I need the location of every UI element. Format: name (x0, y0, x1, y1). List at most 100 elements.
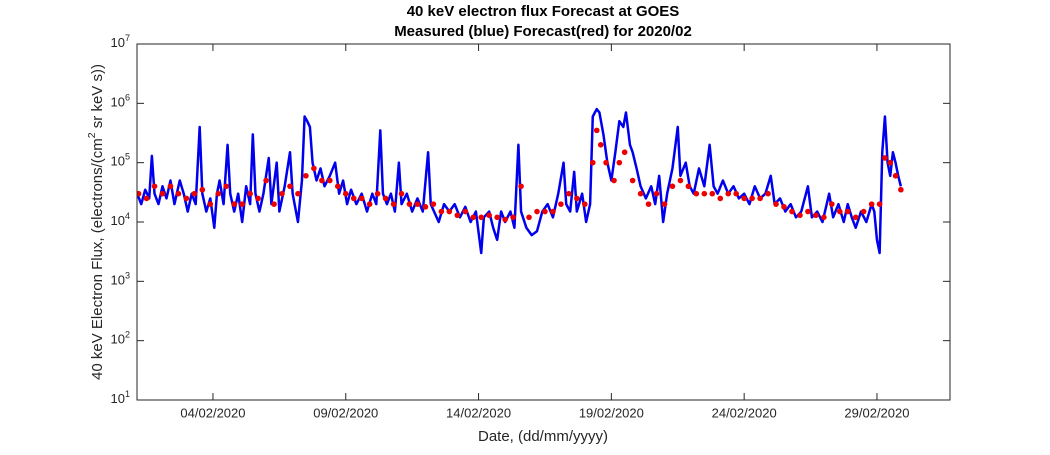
forecast-point (593, 127, 600, 134)
y-tick-label: 103 (110, 271, 130, 288)
forecast-point (765, 190, 771, 197)
forecast-point (725, 190, 732, 197)
forecast-point (374, 190, 381, 197)
forecast-point (860, 208, 867, 215)
y-tick-label: 107 (110, 33, 130, 50)
forecast-point (470, 214, 477, 221)
forecast-point (781, 204, 787, 210)
forecast-point (311, 165, 317, 172)
forecast-point (693, 190, 700, 197)
forecast-point (223, 183, 230, 190)
forecast-point (829, 201, 835, 207)
forecast-point (582, 201, 588, 207)
x-tick-label: 24/02/2020 (712, 405, 777, 420)
forecast-point (327, 177, 333, 184)
forecast-point (645, 201, 652, 207)
forecast-point (167, 183, 174, 190)
forecast-point (518, 183, 524, 190)
forecast-point (207, 201, 214, 207)
forecast-point (898, 186, 904, 193)
plot-data (137, 107, 904, 255)
forecast-point (677, 177, 684, 184)
forecast-point (550, 208, 556, 215)
y-tick-label: 105 (110, 152, 130, 169)
forecast-point (589, 159, 596, 166)
forecast-point (215, 190, 222, 197)
forecast-point (462, 208, 469, 215)
forecast-point (422, 204, 429, 210)
forecast-point (366, 201, 373, 207)
forecast-point (733, 190, 739, 197)
forecast-point (175, 190, 182, 197)
plot-frame (136, 43, 951, 401)
forecast-point (597, 142, 604, 148)
forecast-point (757, 195, 763, 202)
y-axis-label: 40 keV Electron Flux, (electrons/(cm2 sr… (86, 64, 106, 380)
forecast-point (669, 183, 676, 190)
x-tick-label: 04/02/2020 (180, 405, 245, 420)
x-tick-label: 14/02/2020 (446, 405, 511, 420)
forecast-point (616, 159, 623, 166)
forecast-point (749, 195, 755, 202)
forecast-point (868, 201, 875, 207)
forecast-point (486, 212, 492, 219)
forecast-point (271, 201, 277, 207)
forecast-point (797, 212, 803, 219)
y-tick-label: 106 (110, 93, 130, 110)
forecast-point (342, 190, 349, 197)
x-axis-label: Date, (dd/mm/yyyy) (478, 428, 608, 445)
forecast-point (566, 190, 572, 197)
forecast-point (882, 155, 888, 161)
forecast-point (398, 190, 405, 197)
forecast-point (661, 201, 668, 207)
forecast-point (446, 208, 453, 215)
forecast-point (892, 173, 899, 179)
forecast-point (741, 195, 747, 202)
forecast-point (279, 190, 285, 197)
forecast-point (350, 195, 357, 202)
forecast-point (773, 201, 779, 207)
forecast-point (887, 159, 894, 166)
forecast-point (717, 195, 724, 202)
forecast-point (358, 195, 365, 202)
forecast-point (526, 214, 532, 221)
forecast-point (542, 208, 548, 215)
forecast-point (558, 201, 564, 207)
forecast-point (502, 216, 508, 223)
forecast-point (701, 190, 708, 197)
y-tick-label: 102 (110, 330, 130, 347)
forecast-point (199, 186, 206, 193)
forecast-point (574, 195, 580, 202)
forecast-point (789, 208, 795, 215)
forecast-point (709, 190, 716, 197)
x-tick-label: 09/02/2020 (313, 405, 378, 420)
forecast-point (295, 190, 301, 197)
forecast-point (821, 214, 827, 221)
forecast-point (334, 183, 341, 190)
forecast-point (303, 173, 309, 179)
forecast-point (611, 177, 617, 184)
forecast-point (191, 190, 198, 197)
forecast-point (159, 190, 166, 197)
forecast-point (255, 195, 261, 202)
x-tick-label: 29/02/2020 (844, 405, 909, 420)
forecast-point (151, 183, 158, 190)
forecast-point (653, 190, 660, 197)
chart-subtitle: Measured (blue) Forecast(red) for 2020/0… (394, 23, 692, 40)
forecast-point (805, 208, 811, 215)
forecast-point (438, 208, 445, 215)
forecast-point (621, 149, 628, 156)
forecast-point (629, 177, 636, 184)
forecast-point (231, 201, 238, 207)
forecast-point (534, 208, 540, 215)
forecast-point (247, 190, 253, 197)
forecast-point (836, 208, 843, 215)
forecast-point (454, 212, 461, 219)
forecast-point (876, 201, 883, 207)
forecast-point (637, 190, 644, 197)
forecast-point (813, 212, 819, 219)
forecast-point (478, 214, 485, 221)
forecast-point (406, 201, 413, 207)
forecast-point (430, 201, 437, 207)
forecast-point (852, 214, 859, 221)
